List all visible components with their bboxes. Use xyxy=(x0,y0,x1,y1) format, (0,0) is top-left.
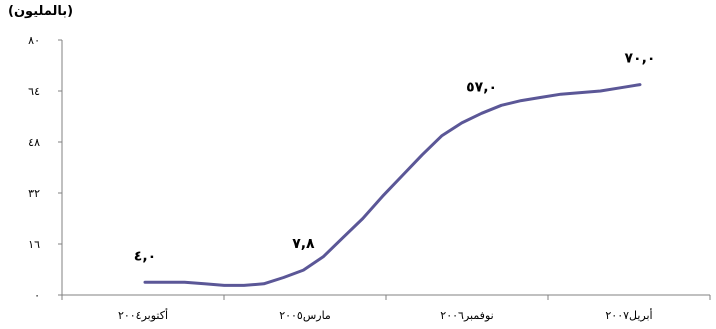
y-tick-label: ١٦ xyxy=(28,238,40,251)
y-tick-label: ٨٠ xyxy=(28,34,40,47)
x-tick-label: أكتوبر٢٠٠٤ xyxy=(118,308,168,322)
data-label: ٧٠,٠ xyxy=(625,51,656,67)
y-tick-label: ٤٨ xyxy=(28,136,40,149)
data-label: ٧,٨ xyxy=(292,236,315,252)
series-line xyxy=(143,83,642,287)
y-tick-label: ٠ xyxy=(34,289,40,302)
data-label: ٤,٠ xyxy=(134,248,156,264)
x-tick-label: نوفمبر٢٠٠٦ xyxy=(440,309,493,322)
x-tick-label: أبريل٢٠٠٧ xyxy=(605,308,652,322)
data-label: ٥٧,٠ xyxy=(466,79,497,95)
y-tick-label: ٦٤ xyxy=(28,85,40,98)
y-axis-unit-label: (بالمليون) xyxy=(8,4,74,19)
x-tick-label: مارس٢٠٠٥ xyxy=(279,309,331,322)
y-tick-label: ٣٢ xyxy=(28,187,40,200)
